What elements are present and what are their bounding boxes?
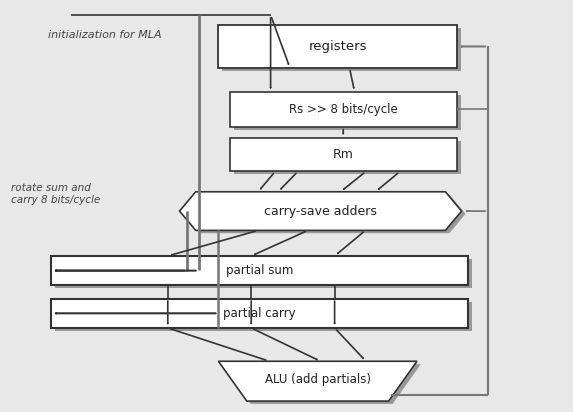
FancyBboxPatch shape: [234, 141, 461, 174]
Polygon shape: [179, 192, 462, 230]
Text: registers: registers: [308, 40, 367, 53]
Text: ALU (add partials): ALU (add partials): [265, 372, 371, 386]
FancyBboxPatch shape: [51, 299, 468, 328]
FancyBboxPatch shape: [234, 95, 461, 130]
FancyBboxPatch shape: [218, 25, 457, 68]
Text: rotate sum and
carry 8 bits/cycle: rotate sum and carry 8 bits/cycle: [11, 183, 100, 205]
FancyBboxPatch shape: [51, 256, 468, 285]
Polygon shape: [218, 361, 417, 401]
Polygon shape: [222, 364, 421, 404]
Text: Rm: Rm: [333, 148, 354, 161]
Text: initialization for MLA: initialization for MLA: [48, 30, 162, 40]
FancyBboxPatch shape: [222, 28, 461, 70]
Text: Rs >> 8 bits/cycle: Rs >> 8 bits/cycle: [289, 103, 398, 116]
Text: carry-save adders: carry-save adders: [264, 205, 377, 218]
FancyBboxPatch shape: [230, 92, 457, 127]
FancyBboxPatch shape: [230, 138, 457, 171]
Polygon shape: [183, 194, 465, 233]
Text: partial sum: partial sum: [226, 264, 293, 277]
FancyBboxPatch shape: [55, 302, 472, 331]
FancyBboxPatch shape: [55, 259, 472, 288]
Text: partial carry: partial carry: [223, 307, 296, 320]
